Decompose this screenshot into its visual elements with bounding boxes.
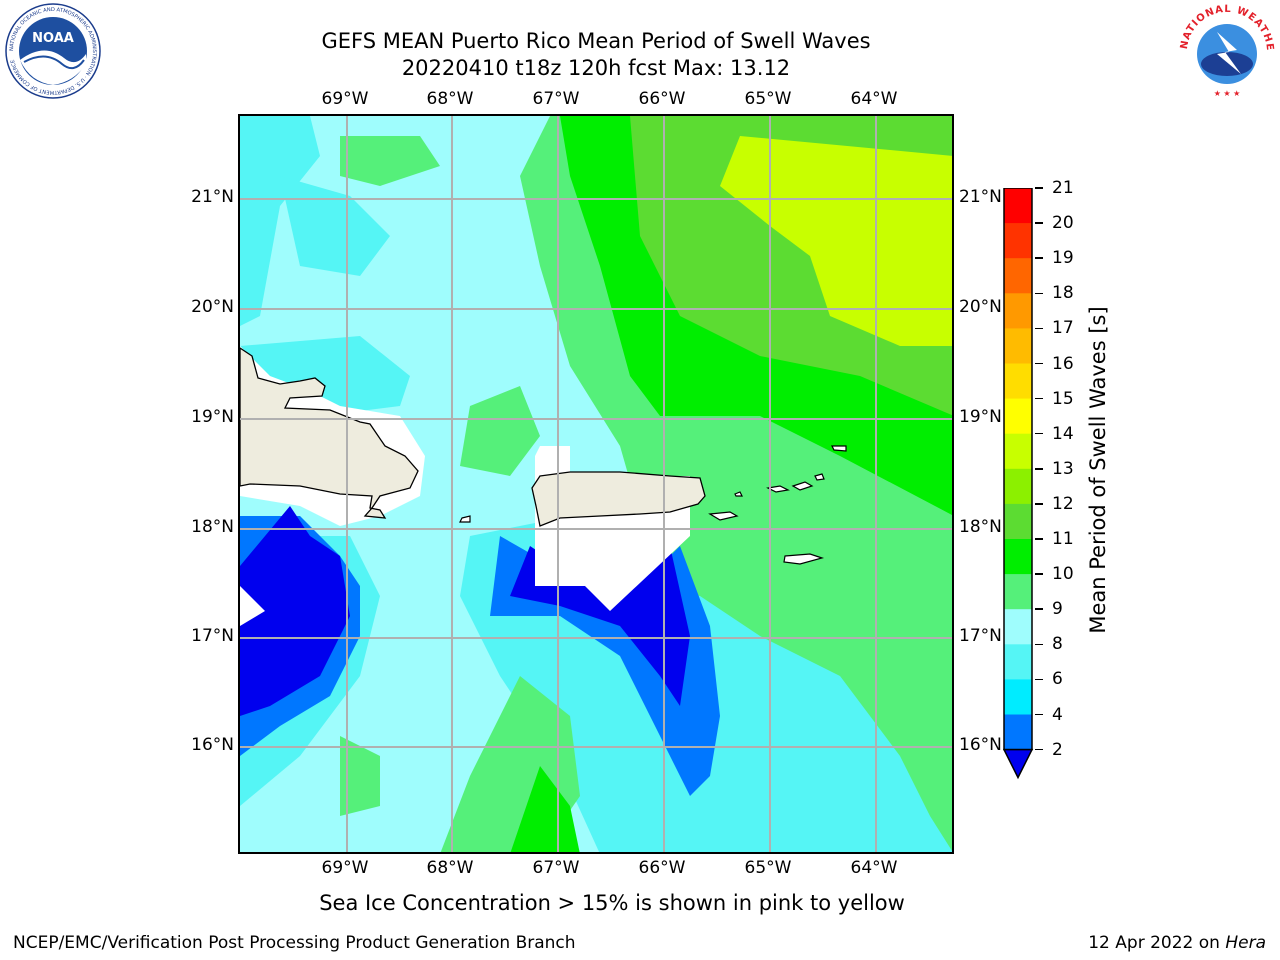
left-lat-label: 21°N [191, 187, 234, 207]
colorbar-tick [1035, 608, 1043, 610]
right-lat-label: 17°N [959, 626, 1002, 646]
colorbar [1002, 187, 1034, 788]
colorbar-tick-label: 8 [1052, 634, 1063, 655]
svg-text:★ ★ ★: ★ ★ ★ [1214, 89, 1241, 98]
colorbar-band [1004, 258, 1032, 294]
top-lon-label: 65°W [744, 89, 792, 109]
swell-period-map [238, 114, 954, 854]
colorbar-band [1004, 328, 1032, 364]
left-lat-label: 17°N [191, 626, 234, 646]
colorbar-band [1004, 433, 1032, 470]
left-lat-label: 20°N [191, 297, 234, 317]
colorbar-tick-label: 11 [1052, 529, 1074, 549]
chart-subtitle: 20220410 t18z 120h fcst Max: 13.12 [401, 56, 791, 80]
colorbar-tick-label: 20 [1052, 213, 1074, 234]
top-lon-label: 67°W [532, 89, 580, 109]
footer-date: 12 Apr 2022 on Hera [1088, 933, 1266, 953]
map-field [240, 116, 952, 852]
right-lat-label: 16°N [959, 735, 1002, 755]
colorbar-tick-label: 15 [1052, 388, 1074, 409]
colorbar-band [1004, 574, 1032, 610]
colorbar-band [1004, 188, 1032, 224]
footer-host: Hera [1225, 933, 1266, 953]
colorbar-tick-label: 6 [1052, 669, 1063, 690]
colorbar-tick [1035, 678, 1043, 681]
colorbar-band [1004, 644, 1032, 680]
colorbar-tick-label: 17 [1052, 318, 1074, 339]
bottom-lon-label: 68°W [426, 858, 474, 878]
colorbar-tick-label: 13 [1052, 458, 1074, 479]
colorbar-tick [1035, 643, 1043, 646]
top-lon-label: 66°W [638, 89, 686, 109]
colorbar-band [1004, 223, 1032, 259]
colorbar-tick [1035, 222, 1043, 224]
colorbar-tick [1035, 468, 1043, 470]
colorbar-tick [1035, 292, 1043, 295]
left-lat-label: 16°N [191, 735, 234, 755]
colorbar-tick-label: 4 [1052, 704, 1063, 725]
colorbar-band [1004, 679, 1032, 715]
left-lat-label: 18°N [191, 517, 234, 537]
colorbar-band [1004, 714, 1032, 751]
top-lon-label: 64°W [850, 89, 898, 109]
left-lat-label: 19°N [191, 407, 234, 427]
colorbar-band [1004, 609, 1032, 645]
colorbar-tick [1035, 397, 1043, 400]
bottom-lon-label: 64°W [850, 858, 898, 878]
colorbar-tick-label: 19 [1052, 248, 1074, 269]
right-lat-label: 20°N [959, 297, 1002, 317]
colorbar-tick [1035, 432, 1043, 435]
colorbar-band [1004, 293, 1032, 329]
colorbar-tick-label: 9 [1052, 599, 1063, 620]
top-lon-label: 69°W [321, 89, 369, 109]
colorbar-tick [1035, 257, 1043, 259]
bottom-lon-label: 67°W [532, 858, 580, 878]
colorbar-tick [1035, 187, 1043, 189]
right-lat-label: 21°N [959, 187, 1002, 207]
footer-date-text: 12 Apr 2022 on [1088, 933, 1226, 953]
colorbar-band [1004, 468, 1032, 505]
colorbar-tick [1035, 573, 1043, 575]
bottom-lon-label: 65°W [744, 858, 792, 878]
colorbar-tick [1035, 538, 1043, 540]
colorbar-tick-label: 21 [1052, 178, 1074, 198]
noaa-logo: NATIONAL OCEANIC AND ATMOSPHERIC ADMINIS… [4, 2, 102, 100]
colorbar-tick [1035, 503, 1043, 505]
colorbar-tick-label: 2 [1052, 739, 1063, 760]
chart-title: GEFS MEAN Puerto Rico Mean Period of Swe… [321, 29, 871, 53]
colorbar-band [1004, 363, 1032, 400]
colorbar-tick [1035, 748, 1043, 751]
nws-logo: NATIONAL WEATHER SERVICE ★ ★ ★ [1173, 0, 1277, 102]
colorbar-tick-label: 16 [1052, 353, 1074, 374]
colorbar-title: Mean Period of Swell Waves [s] [1086, 306, 1110, 634]
colorbar-tick-label: 12 [1052, 493, 1074, 514]
colorbar-tick-label: 18 [1052, 283, 1074, 304]
colorbar-swatches [1002, 187, 1034, 780]
colorbar-tick-label: 10 [1052, 564, 1074, 585]
top-lon-label: 68°W [426, 89, 474, 109]
colorbar-tick [1035, 713, 1043, 716]
right-lat-label: 19°N [959, 407, 1002, 427]
colorbar-band [1004, 503, 1032, 540]
bottom-lon-label: 69°W [321, 858, 369, 878]
colorbar-tick [1035, 362, 1043, 365]
colorbar-band [1004, 398, 1032, 435]
colorbar-under-extension [1002, 748, 1034, 780]
right-lat-label: 18°N [959, 517, 1002, 537]
noaa-logo-text: NOAA [32, 31, 74, 46]
footer-credit: NCEP/EMC/Verification Post Processing Pr… [13, 933, 576, 953]
colorbar-band [1004, 539, 1032, 575]
colorbar-tick [1035, 327, 1043, 330]
bottom-lon-label: 66°W [638, 858, 686, 878]
colorbar-tick-label: 14 [1052, 423, 1074, 444]
sea-ice-caption: Sea Ice Concentration > 15% is shown in … [319, 891, 905, 915]
